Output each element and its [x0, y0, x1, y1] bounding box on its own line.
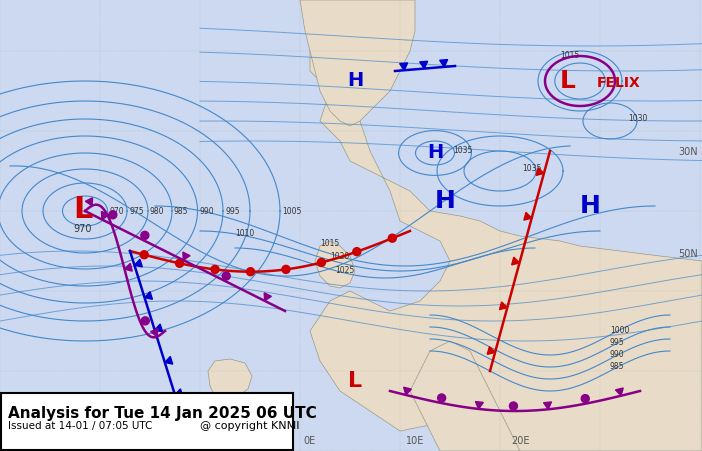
Polygon shape: [175, 389, 183, 396]
FancyBboxPatch shape: [1, 393, 293, 450]
Text: 30N: 30N: [678, 147, 698, 157]
Polygon shape: [420, 61, 428, 69]
Text: 990: 990: [610, 350, 625, 359]
Circle shape: [109, 211, 117, 219]
Polygon shape: [154, 324, 163, 332]
Polygon shape: [439, 60, 448, 67]
Circle shape: [388, 234, 396, 242]
Circle shape: [246, 268, 255, 276]
Polygon shape: [208, 359, 252, 398]
Text: L: L: [73, 194, 93, 224]
Text: 990: 990: [199, 207, 214, 216]
Text: 1015: 1015: [560, 51, 579, 60]
Text: 1035: 1035: [453, 146, 472, 155]
Text: 995: 995: [225, 207, 239, 216]
Polygon shape: [536, 168, 544, 175]
Text: 1030: 1030: [628, 114, 647, 123]
Polygon shape: [310, 0, 702, 451]
Circle shape: [437, 394, 446, 402]
Polygon shape: [616, 388, 623, 396]
Text: 995: 995: [610, 338, 625, 347]
Text: 1015: 1015: [320, 239, 339, 248]
Text: 1035: 1035: [522, 164, 541, 173]
Polygon shape: [315, 241, 355, 288]
Polygon shape: [399, 63, 408, 70]
Text: 970: 970: [110, 207, 124, 216]
Circle shape: [211, 265, 219, 273]
Circle shape: [223, 272, 230, 280]
Polygon shape: [102, 212, 109, 220]
Text: 0E: 0E: [304, 436, 316, 446]
Text: Analysis for Tue 14 Jan 2025 06 UTC: Analysis for Tue 14 Jan 2025 06 UTC: [8, 406, 317, 421]
Text: 1005: 1005: [282, 207, 301, 216]
Polygon shape: [86, 198, 93, 206]
Text: 970: 970: [74, 224, 92, 234]
Circle shape: [141, 231, 149, 239]
Polygon shape: [183, 252, 190, 260]
Text: @ copyright KNMI: @ copyright KNMI: [200, 421, 300, 431]
Text: L: L: [348, 371, 362, 391]
Polygon shape: [145, 292, 152, 299]
Polygon shape: [264, 293, 272, 301]
Text: 50N: 50N: [678, 249, 698, 259]
Polygon shape: [124, 263, 132, 271]
Polygon shape: [500, 302, 508, 310]
Circle shape: [140, 251, 148, 259]
Text: 1025: 1025: [335, 266, 355, 275]
Text: 10E: 10E: [406, 436, 424, 446]
Polygon shape: [512, 257, 519, 265]
Text: H: H: [435, 189, 456, 213]
Circle shape: [317, 258, 326, 267]
Text: 1010: 1010: [235, 229, 254, 238]
Polygon shape: [300, 0, 415, 126]
Polygon shape: [543, 402, 552, 409]
Polygon shape: [151, 329, 158, 337]
Circle shape: [141, 317, 150, 325]
Text: 980: 980: [150, 207, 164, 216]
Polygon shape: [524, 212, 531, 220]
Text: Issued at 14-01 / 07:05 UTC: Issued at 14-01 / 07:05 UTC: [8, 421, 152, 431]
Circle shape: [176, 259, 184, 267]
Polygon shape: [165, 356, 173, 364]
Text: 20E: 20E: [511, 436, 529, 446]
Circle shape: [282, 265, 290, 273]
Text: H: H: [427, 143, 443, 162]
Polygon shape: [410, 341, 520, 451]
Circle shape: [353, 248, 361, 256]
Text: 985: 985: [174, 207, 189, 216]
Polygon shape: [134, 259, 143, 267]
Text: 1020: 1020: [330, 252, 350, 261]
Text: FELIX: FELIX: [597, 76, 641, 90]
Text: H: H: [580, 194, 600, 218]
Text: L: L: [560, 69, 576, 93]
Polygon shape: [404, 387, 411, 395]
Circle shape: [581, 395, 589, 403]
Text: 1000: 1000: [610, 326, 630, 335]
Polygon shape: [475, 401, 484, 409]
Text: H: H: [347, 72, 363, 91]
Circle shape: [510, 402, 517, 410]
Text: 975: 975: [129, 207, 144, 216]
Polygon shape: [487, 347, 495, 354]
Text: 985: 985: [610, 362, 625, 371]
